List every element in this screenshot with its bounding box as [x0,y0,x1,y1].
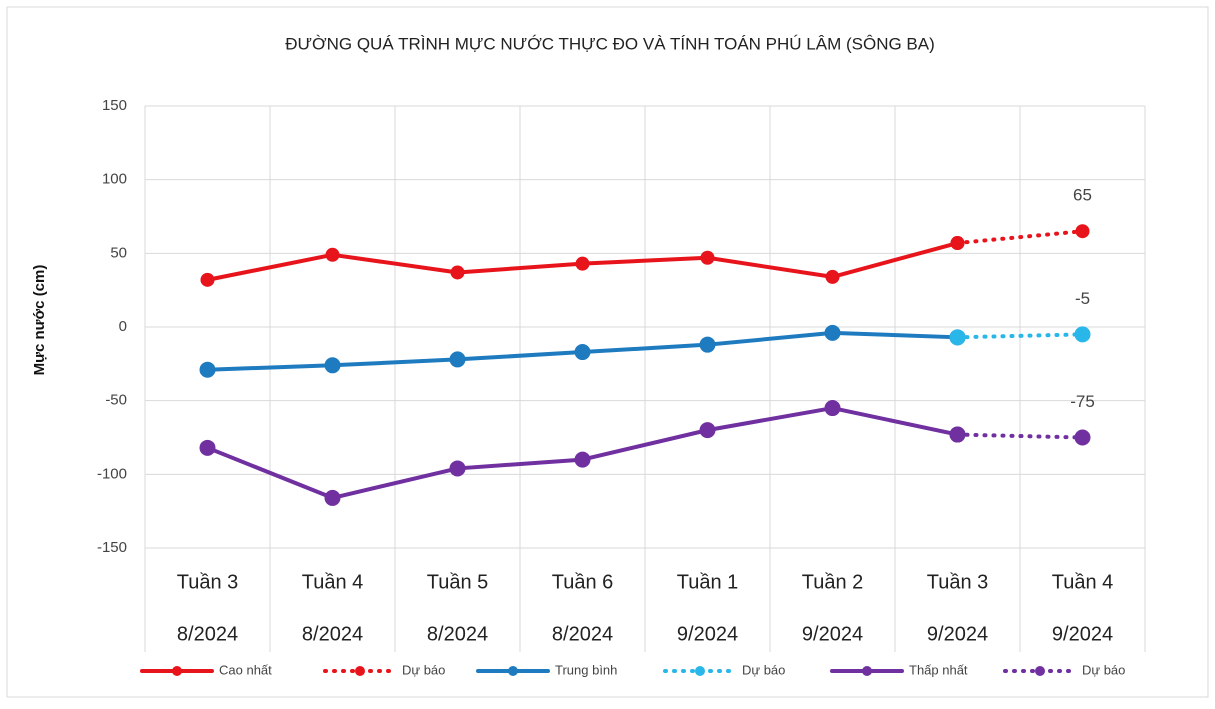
legend-marker [172,666,182,676]
data-point [449,460,466,477]
legend-marker [355,666,365,676]
data-point [949,426,966,443]
data-point [324,357,341,374]
x-tick-label-group: 9/2024 [1052,623,1113,645]
x-tick-label: Tuần 3 [177,571,239,593]
legend-marker [862,666,872,676]
data-point [699,422,716,439]
x-tick-label-group: 8/2024 [177,623,238,645]
data-point [699,336,716,353]
legend-label: Dự báo [1082,662,1125,677]
data-point [450,265,465,280]
data-point [575,256,590,271]
x-tick-label: Tuần 4 [1052,571,1114,593]
x-tick-label-group: 8/2024 [302,623,363,645]
data-point [1074,429,1091,446]
legend-marker [695,666,705,676]
data-point [1074,326,1091,343]
y-tick-label: 150 [102,97,127,114]
legend-label: Trung bình [555,662,617,677]
y-tick-label: 50 [110,244,127,261]
x-tick-label: Tuần 4 [302,571,364,593]
y-tick-label: -100 [97,465,127,482]
y-axis-label: Mực nước (cm) [31,265,48,376]
data-point [825,269,840,284]
data-point [824,400,841,417]
data-point [950,236,965,251]
legend-marker [1035,666,1045,676]
x-tick-label-group: 9/2024 [927,623,988,645]
data-point [324,489,341,506]
x-tick-label-group: 8/2024 [552,623,613,645]
y-tick-label: 100 [102,171,127,188]
data-point [199,361,216,378]
legend-label: Dự báo [742,662,785,677]
series-line [955,432,1085,440]
series-line [955,229,1085,246]
legend-label: Thấp nhất [909,662,968,677]
y-tick-label: 0 [119,318,127,335]
data-point [574,451,591,468]
data-point [824,324,841,341]
x-tick-label: Tuần 1 [677,571,739,593]
data-point [574,344,591,361]
x-tick-label: Tuần 6 [552,571,614,593]
data-label: 65 [1073,186,1092,205]
x-tick-label: Tuần 2 [802,571,864,593]
legend-marker [508,666,518,676]
data-point [1075,224,1090,239]
x-tick-label-group: 9/2024 [802,623,863,645]
legend-label: Cao nhất [219,662,272,677]
y-tick-label: -150 [97,539,127,556]
x-tick-label: Tuần 3 [927,571,989,593]
data-point [449,351,466,368]
data-point [700,250,715,265]
y-tick-label: -50 [105,392,127,409]
data-label: -75 [1070,392,1095,411]
legend-label: Dự báo [402,662,445,677]
data-label: -5 [1075,289,1090,308]
x-tick-label: Tuần 5 [427,571,489,593]
series-line [955,332,1085,340]
chart-title: ĐƯỜNG QUÁ TRÌNH MỰC NƯỚC THỰC ĐO VÀ TÍNH… [285,34,935,53]
x-tick-label-group: 8/2024 [427,623,488,645]
data-point [199,439,216,456]
data-point [949,329,966,346]
data-point [200,272,215,287]
data-point [325,247,340,262]
x-tick-label-group: 9/2024 [677,623,738,645]
